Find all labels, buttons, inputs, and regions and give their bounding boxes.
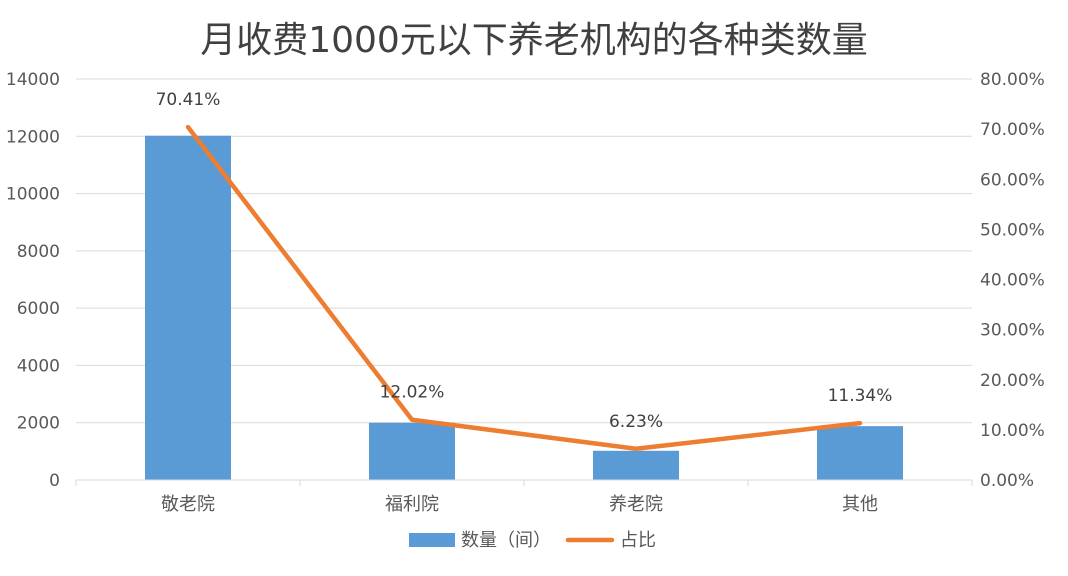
data-label: 11.34% (828, 386, 893, 406)
y-right-tick-label: 50.00% (980, 220, 1045, 240)
data-label: 6.23% (609, 412, 663, 432)
y-right-tick-label: 0.00% (980, 471, 1034, 491)
x-tick-label: 敬老院 (161, 494, 215, 515)
y-right-tick-label: 80.00% (980, 70, 1045, 90)
x-axis: 敬老院 福利院 养老院 其他 (76, 480, 972, 515)
y-axis-left: 0 2000 4000 6000 8000 10000 12000 14000 (6, 70, 60, 491)
y-axis-right: 0.00% 10.00% 20.00% 30.00% 40.00% 50.00% 60.00… (980, 70, 1045, 491)
legend-swatch-bar (409, 533, 455, 547)
bar (145, 136, 231, 480)
y-left-tick-label: 4000 (17, 356, 60, 376)
x-tick-label: 福利院 (385, 494, 439, 515)
x-tick-label: 其他 (842, 494, 878, 515)
data-label: 70.41% (156, 90, 221, 110)
line-series (188, 127, 860, 449)
y-left-tick-label: 14000 (6, 70, 60, 90)
data-label: 12.02% (380, 383, 445, 403)
legend-label-bar: 数量（间） (461, 530, 551, 551)
legend: 数量（间） 占比 (409, 530, 656, 551)
y-right-tick-label: 60.00% (980, 170, 1045, 190)
bar (369, 423, 455, 480)
bar (817, 426, 903, 480)
y-left-tick-label: 8000 (17, 242, 60, 262)
bar (593, 451, 679, 480)
y-left-tick-label: 10000 (6, 185, 60, 205)
y-left-tick-label: 2000 (17, 414, 60, 434)
y-left-tick-label: 6000 (17, 299, 60, 319)
y-right-tick-label: 40.00% (980, 271, 1045, 291)
legend-label-line: 占比 (620, 530, 656, 551)
y-right-tick-label: 20.00% (980, 371, 1045, 391)
y-right-tick-label: 30.00% (980, 321, 1045, 341)
y-left-tick-label: 12000 (6, 127, 60, 147)
line-path (188, 127, 860, 449)
x-tick-label: 养老院 (609, 494, 663, 515)
y-right-tick-label: 10.00% (980, 421, 1045, 441)
chart-title: 月收费1000元以下养老机构的各种类数量 (200, 20, 868, 61)
y-right-tick-label: 70.00% (980, 120, 1045, 140)
y-left-tick-label: 0 (49, 471, 60, 491)
data-labels: 70.41% 12.02% 6.23% 11.34% (156, 90, 893, 432)
